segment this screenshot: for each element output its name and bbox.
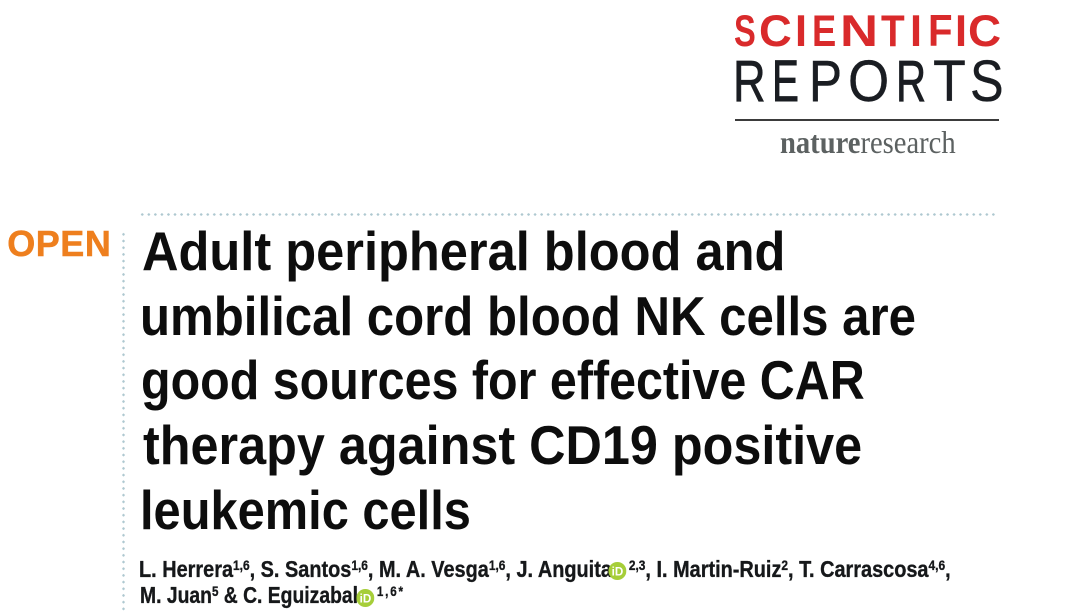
- svg-text:iD: iD: [359, 593, 371, 606]
- svg-text:iD: iD: [611, 565, 623, 578]
